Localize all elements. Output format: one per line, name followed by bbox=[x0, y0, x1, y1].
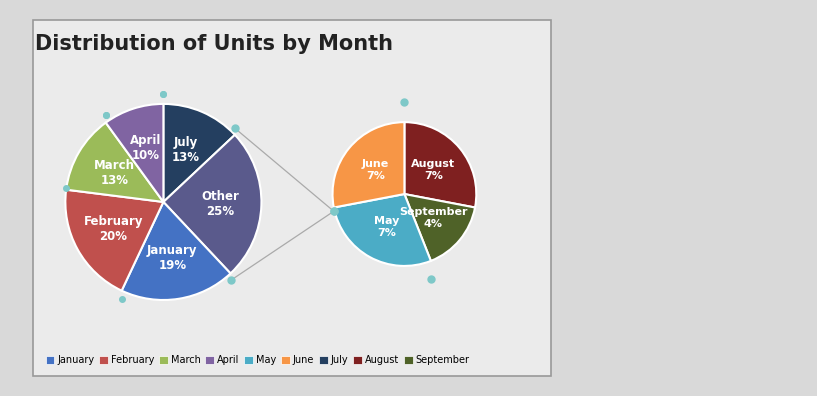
Text: May
7%: May 7% bbox=[373, 216, 399, 238]
Text: January
19%: January 19% bbox=[147, 244, 198, 272]
Wedge shape bbox=[122, 202, 230, 300]
Wedge shape bbox=[163, 135, 261, 273]
Legend: January, February, March, April, May, June, July, August, September: January, February, March, April, May, Ju… bbox=[42, 352, 474, 369]
Text: June
7%: June 7% bbox=[362, 160, 389, 181]
Wedge shape bbox=[404, 194, 475, 261]
Text: September
4%: September 4% bbox=[399, 207, 467, 228]
Wedge shape bbox=[333, 122, 404, 208]
Text: April
10%: April 10% bbox=[130, 134, 162, 162]
Wedge shape bbox=[163, 104, 234, 202]
Wedge shape bbox=[334, 194, 431, 266]
Text: March
13%: March 13% bbox=[94, 159, 135, 187]
Text: August
7%: August 7% bbox=[411, 160, 455, 181]
Wedge shape bbox=[66, 123, 163, 202]
Text: Other
25%: Other 25% bbox=[201, 190, 239, 218]
Wedge shape bbox=[65, 190, 163, 291]
Text: February
20%: February 20% bbox=[84, 215, 143, 244]
Wedge shape bbox=[105, 104, 163, 202]
Text: Distribution of Units by Month: Distribution of Units by Month bbox=[35, 34, 393, 54]
Wedge shape bbox=[404, 122, 476, 208]
Text: July
13%: July 13% bbox=[172, 136, 200, 164]
